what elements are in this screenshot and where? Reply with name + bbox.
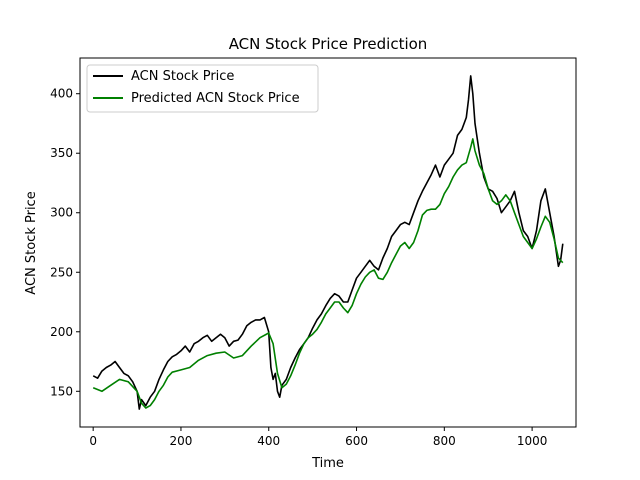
series-line-actual — [92, 75, 564, 410]
legend: ACN Stock Price Predicted ACN Stock Pric… — [86, 64, 319, 113]
y-tick-label: 400 — [50, 87, 73, 101]
series-layer — [92, 75, 564, 410]
plot-area — [80, 58, 576, 427]
y-axis-ticks: 150 200 250 300 350 400 — [50, 87, 80, 398]
y-axis-label: ACN Stock Price — [24, 191, 39, 294]
x-tick-label: 200 — [170, 434, 193, 448]
x-axis-label: Time — [311, 456, 344, 471]
y-tick-label: 200 — [50, 325, 73, 339]
chart-title: ACN Stock Price Prediction — [229, 35, 428, 53]
legend-label-predicted: Predicted ACN Stock Price — [131, 91, 300, 106]
x-tick-label: 600 — [345, 434, 368, 448]
x-tick-label: 800 — [433, 434, 456, 448]
y-tick-label: 150 — [50, 384, 73, 398]
y-tick-label: 350 — [50, 146, 73, 160]
x-tick-label: 1000 — [517, 434, 548, 448]
x-tick-label: 400 — [257, 434, 280, 448]
y-tick-label: 250 — [50, 265, 73, 279]
series-line-predicted — [92, 138, 564, 409]
legend-box — [86, 64, 319, 113]
legend-label-actual: ACN Stock Price — [131, 69, 234, 84]
plot-frame — [79, 57, 577, 428]
y-tick-label: 300 — [50, 206, 73, 220]
x-axis-ticks: 0 200 400 600 800 1000 — [89, 427, 547, 448]
x-tick-label: 0 — [89, 434, 97, 448]
